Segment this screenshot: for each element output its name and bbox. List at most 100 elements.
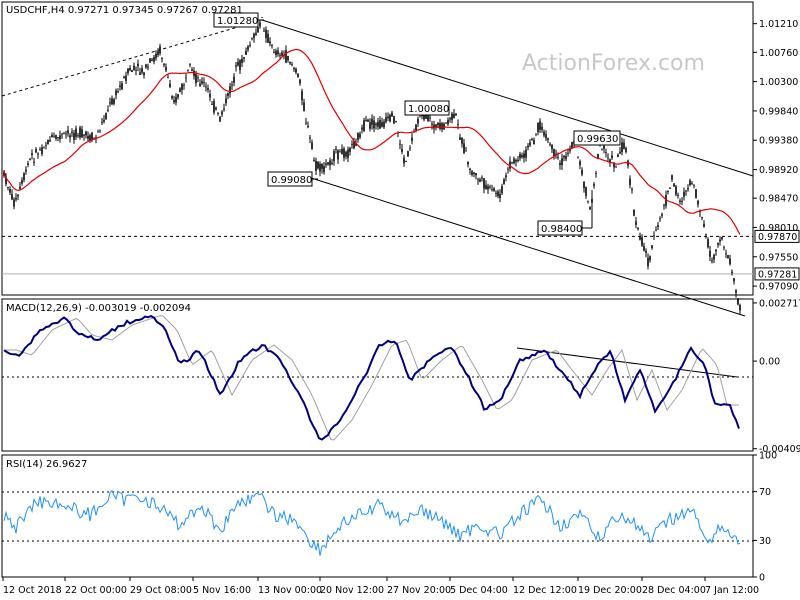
candle-body xyxy=(71,131,73,133)
candle-body xyxy=(149,58,151,63)
candle-body xyxy=(393,116,395,124)
candle-body xyxy=(615,166,617,168)
candle-body xyxy=(611,155,613,158)
candle-body xyxy=(247,46,249,50)
candle-body xyxy=(539,121,541,130)
candle-body xyxy=(117,91,119,93)
candle-body xyxy=(453,113,455,118)
candle-body xyxy=(269,41,271,44)
candle-body xyxy=(671,175,673,180)
candle-body xyxy=(477,179,479,181)
candle-body xyxy=(147,66,149,68)
candle-body xyxy=(299,79,301,84)
price-tick-label: 1.01210 xyxy=(759,19,798,30)
candle-body xyxy=(173,100,175,103)
candle-body xyxy=(223,108,225,110)
candle-body xyxy=(729,258,731,265)
candle-body xyxy=(31,153,33,156)
candle-body xyxy=(171,96,173,99)
time-tick-label: 12 Dec 12:00 xyxy=(513,585,577,596)
candle-body xyxy=(99,129,101,131)
candle-body xyxy=(543,131,545,136)
candle-body xyxy=(73,132,75,140)
candle-body xyxy=(265,29,267,38)
macd-tick-label: 0.00 xyxy=(759,357,780,368)
price-tick-label: 1.00760 xyxy=(759,48,798,59)
candle-body xyxy=(221,111,223,115)
time-tick-label: 5 Nov 16:00 xyxy=(193,585,251,596)
rsi-line xyxy=(3,489,741,556)
candle-body xyxy=(541,126,543,130)
candle-body xyxy=(405,161,407,162)
candle-body xyxy=(301,91,303,101)
candle-body xyxy=(581,170,583,175)
candle-body xyxy=(319,163,321,172)
candle-body xyxy=(261,16,263,18)
candle-body xyxy=(29,159,31,160)
rsi-panel-frame xyxy=(1,454,754,578)
candle-body xyxy=(337,150,339,160)
candle-body xyxy=(281,52,283,56)
candle-body xyxy=(69,135,71,138)
candle-body xyxy=(23,173,25,181)
candle-body xyxy=(593,183,595,186)
candle-body xyxy=(733,278,735,282)
candle-body xyxy=(97,131,99,133)
candle-body xyxy=(483,178,485,189)
candle-body xyxy=(129,68,131,71)
candle-body xyxy=(707,239,709,248)
moving-average-line xyxy=(3,48,741,235)
candle-body xyxy=(293,67,295,70)
candle-body xyxy=(63,133,65,135)
candle-body xyxy=(603,145,605,149)
candle-body xyxy=(389,114,391,122)
candle-body xyxy=(131,70,133,73)
candle-body xyxy=(347,149,349,158)
candle-body xyxy=(449,118,451,120)
candle-body xyxy=(91,132,93,140)
candle-body xyxy=(653,235,655,237)
rsi-tick-label: 70 xyxy=(759,487,771,498)
candle-body xyxy=(327,162,329,165)
candle-body xyxy=(497,191,499,197)
candle-body xyxy=(523,153,525,158)
candle-body xyxy=(199,83,201,86)
price-annotation-label: 0.99630 xyxy=(577,134,618,145)
candle-body xyxy=(245,50,247,55)
candle-body xyxy=(67,130,69,134)
candle-body xyxy=(15,198,17,200)
candle-body xyxy=(451,113,453,120)
price-badge-label: 0.97281 xyxy=(758,269,797,280)
candle-body xyxy=(691,183,693,184)
price-tick-label: 0.98920 xyxy=(759,165,798,176)
candle-body xyxy=(679,200,681,202)
candle-body xyxy=(549,143,551,145)
candle-body xyxy=(537,122,539,133)
price-annotations: 1.01280 0.99080 1.00080 0.99630 0.98400 xyxy=(213,12,621,236)
price-annotation-box xyxy=(573,130,621,146)
candle-body xyxy=(633,209,635,216)
candle-body xyxy=(115,90,117,96)
candle-body xyxy=(213,100,215,113)
candle-body xyxy=(441,123,443,130)
candle-body xyxy=(695,189,697,198)
macd-tick-label: -0.004093 xyxy=(759,444,800,455)
candle-body xyxy=(661,214,663,216)
candle-body xyxy=(119,85,121,87)
candle-body xyxy=(465,150,467,152)
candle-body xyxy=(399,143,401,145)
candle-body xyxy=(275,50,277,55)
candle-body xyxy=(725,253,727,255)
candle-body xyxy=(45,145,47,146)
candle-body xyxy=(721,237,723,240)
candle-body xyxy=(193,70,195,77)
candle-body xyxy=(231,84,233,86)
candle-body xyxy=(663,205,665,207)
rsi-tick-label: 100 xyxy=(759,451,777,462)
candle-body xyxy=(291,64,293,66)
candle-body xyxy=(491,189,493,191)
candle-body xyxy=(83,134,85,136)
candle-body xyxy=(553,148,555,156)
lower-channel-line xyxy=(307,176,746,317)
candle-body xyxy=(519,154,521,159)
